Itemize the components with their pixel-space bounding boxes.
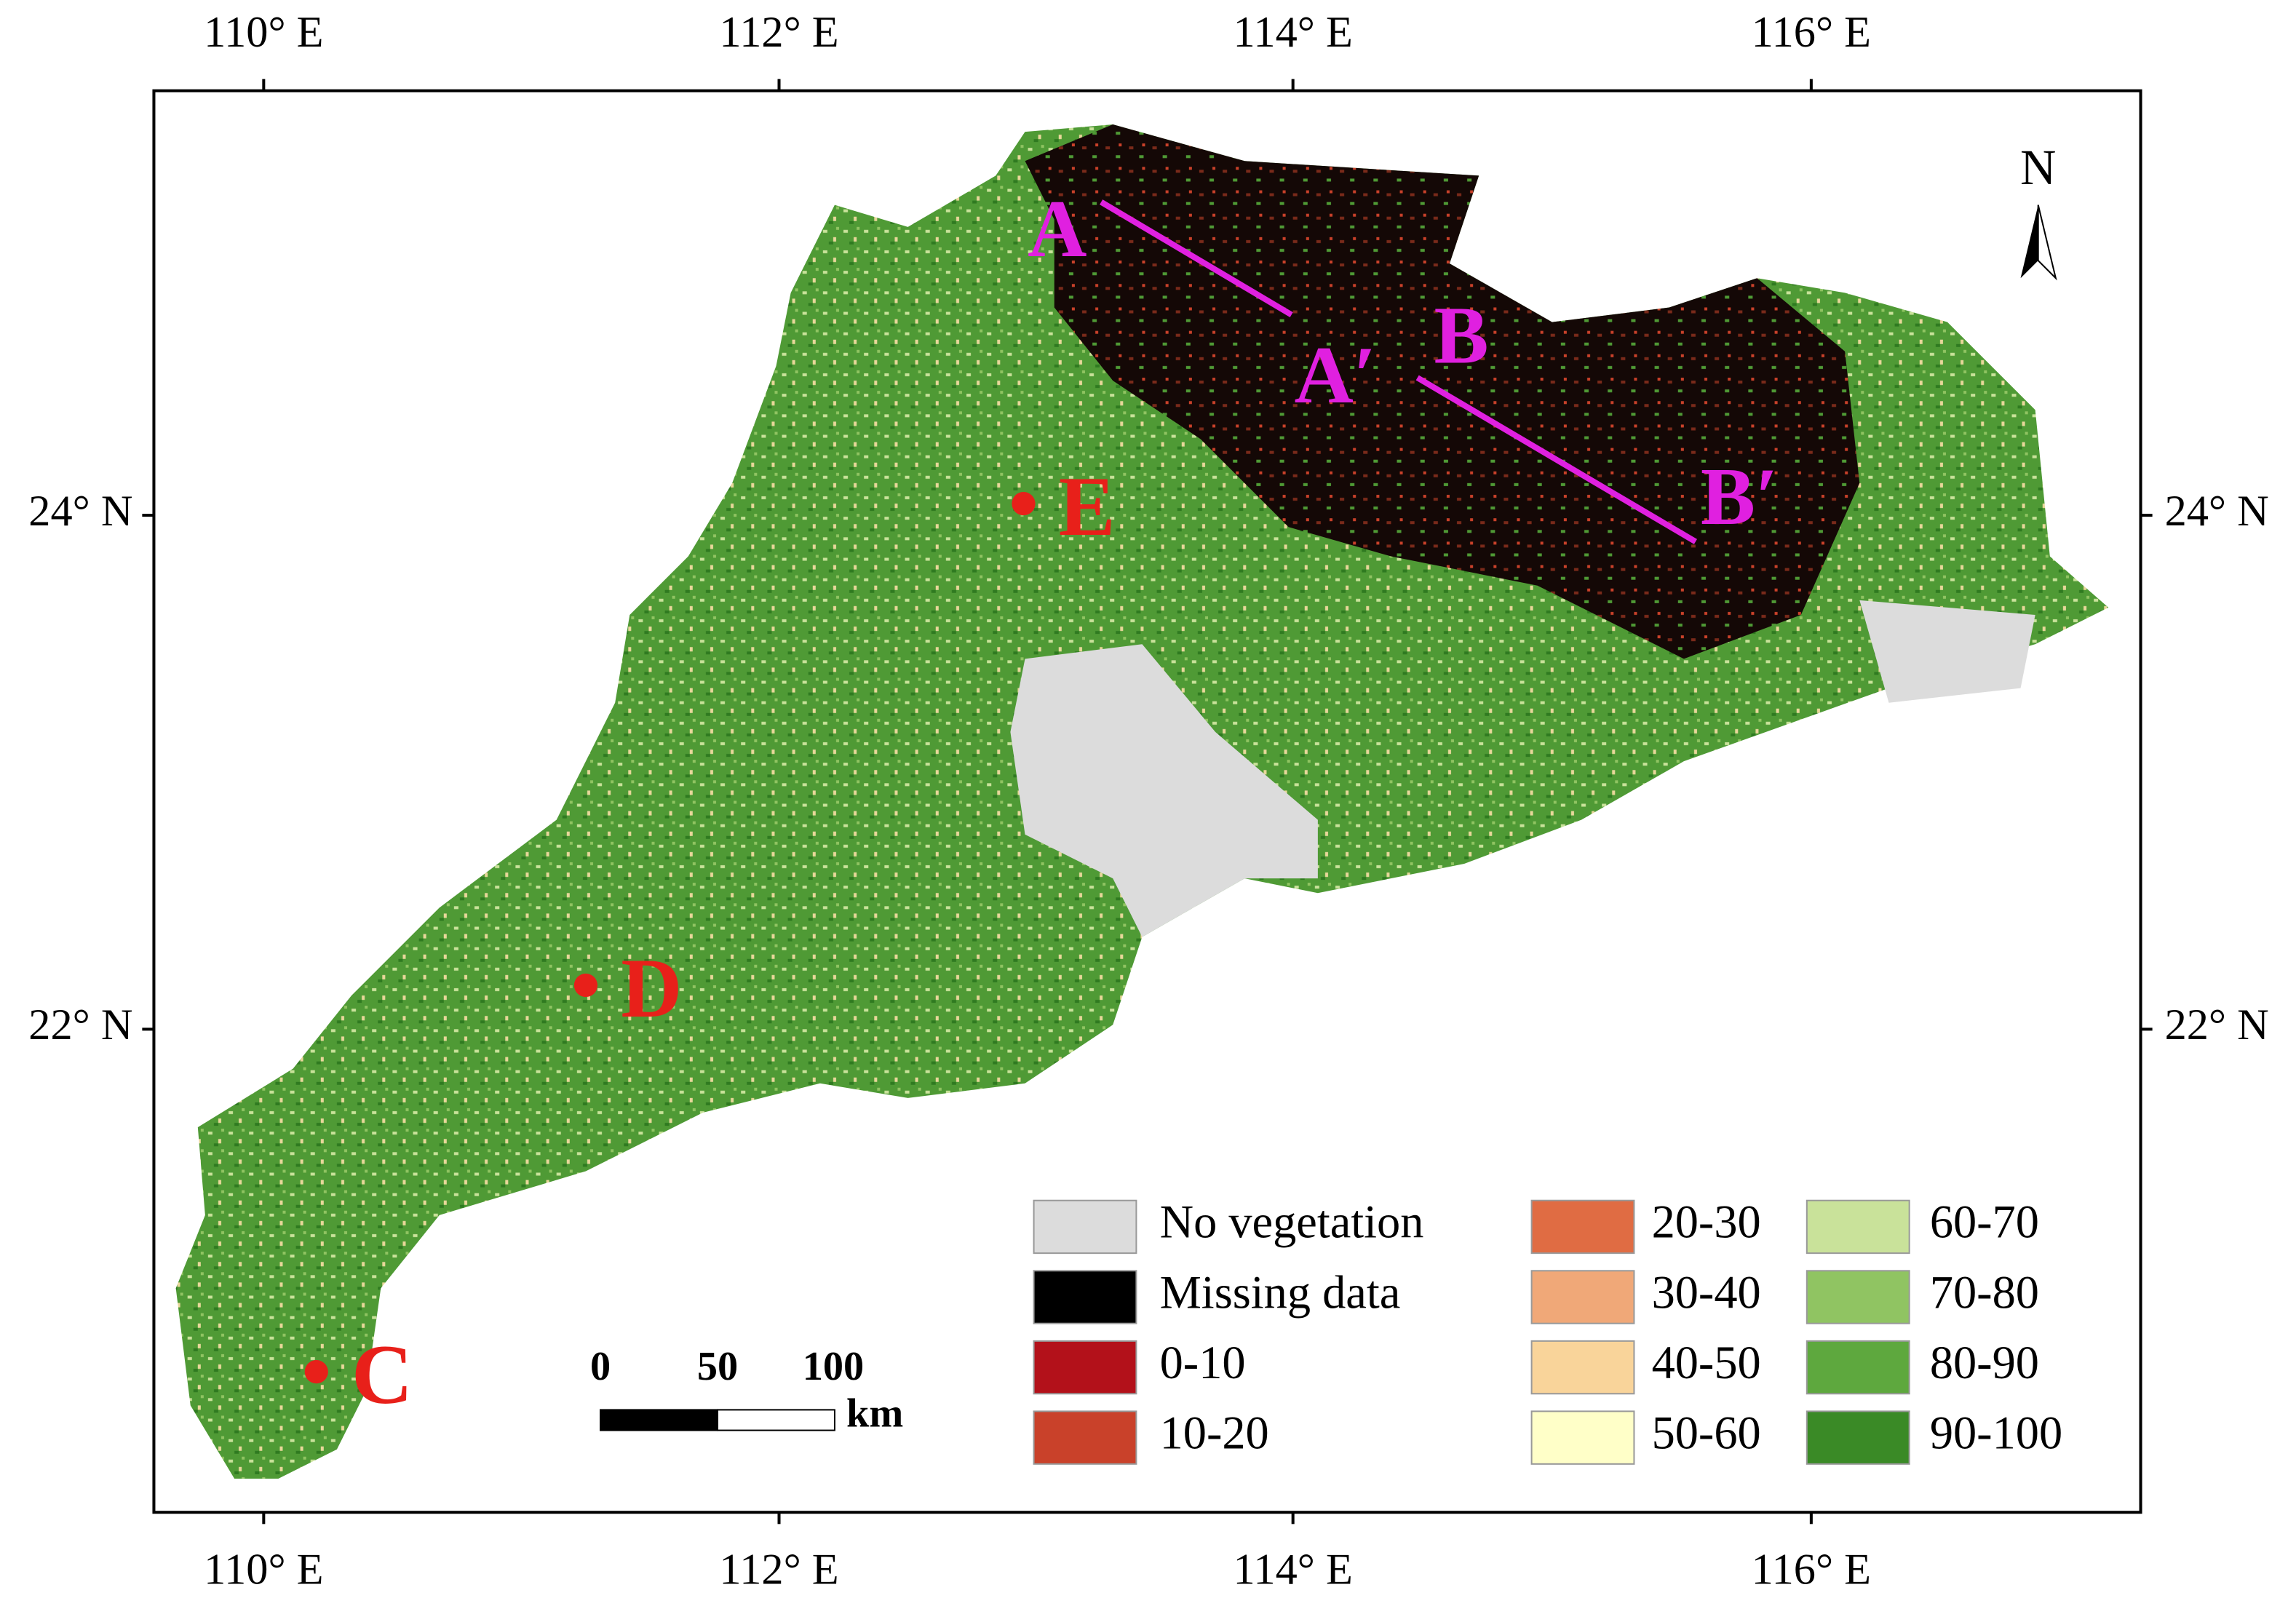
scale-label: 0 bbox=[590, 1344, 611, 1389]
legend-label: 30-40 bbox=[1652, 1266, 1761, 1318]
x-tick-label: 116° E bbox=[1752, 8, 1871, 57]
transect-label: A′ bbox=[1294, 330, 1376, 421]
x-tick-label: 112° E bbox=[719, 8, 838, 57]
transect-label: B′ bbox=[1701, 452, 1779, 542]
legend-label: No vegetation bbox=[1160, 1196, 1424, 1248]
legend-label: 10-20 bbox=[1160, 1407, 1269, 1458]
transect-line bbox=[1415, 375, 1697, 544]
legend-swatch bbox=[1806, 1410, 1910, 1465]
transect-label: B bbox=[1434, 291, 1488, 381]
no-vegetation-region bbox=[1010, 644, 1318, 937]
legend-label: 60-70 bbox=[1930, 1196, 2039, 1248]
legend-swatch bbox=[1530, 1340, 1635, 1395]
legend-swatch bbox=[1530, 1199, 1635, 1255]
site-point bbox=[1012, 491, 1036, 516]
x-tick-label: 114° E bbox=[1233, 1546, 1352, 1594]
legend-label: 90-100 bbox=[1930, 1407, 2062, 1458]
legend-swatch bbox=[1530, 1270, 1635, 1324]
legend-label: 20-30 bbox=[1652, 1196, 1761, 1248]
site-label: C bbox=[351, 1328, 413, 1422]
legend-swatch bbox=[1033, 1340, 1137, 1395]
legend-label: 40-50 bbox=[1652, 1337, 1761, 1388]
scale-bar-black bbox=[600, 1409, 719, 1431]
y-tick-label: 24° N bbox=[28, 487, 132, 536]
north-arrow-half bbox=[2037, 204, 2057, 281]
scale-label: 100 bbox=[803, 1344, 865, 1389]
scale-label: 50 bbox=[697, 1344, 738, 1389]
north-label: N bbox=[2020, 140, 2056, 195]
legend-swatch bbox=[1806, 1340, 1910, 1395]
scale-bar-white bbox=[717, 1409, 835, 1431]
site-label: D bbox=[621, 942, 682, 1035]
x-tick-label: 110° E bbox=[204, 8, 323, 57]
legend-label: 80-90 bbox=[1930, 1337, 2039, 1388]
legend-label: 70-80 bbox=[1930, 1266, 2039, 1318]
legend-swatch bbox=[1033, 1199, 1137, 1255]
legend-label: Missing data bbox=[1160, 1266, 1401, 1318]
x-tick-label: 110° E bbox=[204, 1546, 323, 1594]
x-tick-label: 116° E bbox=[1752, 1546, 1871, 1594]
x-tick-label: 114° E bbox=[1233, 8, 1352, 57]
y-tick-label: 22° N bbox=[2165, 1001, 2269, 1049]
legend-label: 50-60 bbox=[1652, 1407, 1761, 1458]
transect-line bbox=[1100, 199, 1293, 318]
site-label: E bbox=[1059, 460, 1116, 554]
legend-swatch bbox=[1806, 1270, 1910, 1324]
legend-swatch bbox=[1806, 1199, 1910, 1255]
legend-label: 0-10 bbox=[1160, 1337, 1246, 1388]
no-vegetation-region bbox=[1859, 600, 2035, 703]
scale-unit: km bbox=[846, 1391, 903, 1436]
legend-swatch bbox=[1033, 1410, 1137, 1465]
legend-swatch bbox=[1530, 1410, 1635, 1465]
y-tick-label: 24° N bbox=[2165, 487, 2269, 536]
y-tick-label: 22° N bbox=[28, 1001, 132, 1049]
legend-swatch bbox=[1033, 1270, 1137, 1324]
site-point bbox=[573, 973, 598, 998]
site-point bbox=[304, 1360, 328, 1384]
transect-label: A bbox=[1028, 184, 1087, 274]
x-tick-label: 112° E bbox=[719, 1546, 838, 1594]
